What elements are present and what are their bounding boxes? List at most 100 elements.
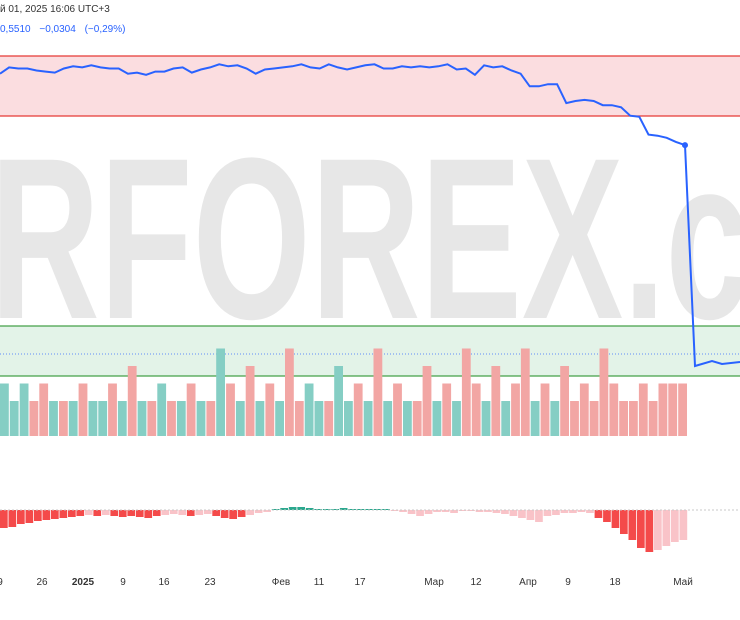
histogram-bar (118, 510, 127, 517)
histogram-bar (458, 510, 467, 511)
volume-bar (344, 401, 353, 436)
volume-bar (49, 401, 58, 436)
volume-bar (609, 383, 619, 436)
volume-bar (481, 401, 491, 436)
volume-bar (373, 348, 383, 436)
volume-bar (442, 383, 452, 436)
volume-bar (638, 383, 648, 436)
histogram-bar (620, 510, 628, 534)
x-tick-label: 9 (565, 577, 571, 588)
volume-bar (403, 401, 412, 436)
histogram-bar (135, 510, 144, 517)
histogram-bar (178, 510, 187, 515)
histogram-bar (68, 510, 76, 517)
histogram-bar (407, 510, 416, 514)
histogram-bar (220, 510, 229, 518)
volume-bar (393, 383, 402, 436)
histogram-bar (42, 510, 51, 520)
histogram-bar (152, 510, 161, 516)
histogram-bar (628, 510, 637, 540)
histogram-bar (501, 510, 509, 514)
volume-bar (432, 401, 442, 436)
x-tick-label: 18 (609, 577, 621, 588)
histogram-bar (212, 510, 220, 516)
chart-quote-header: 0,5510 −0,0304 (−0,29%) (0, 24, 131, 35)
volume-bar (560, 366, 569, 436)
x-tick-label: Мар (424, 577, 444, 588)
volume-bar (117, 401, 127, 436)
histogram-bar (237, 510, 246, 517)
price-change: −0,0304 (39, 24, 76, 35)
histogram-bar (518, 510, 526, 518)
volume-bar (137, 401, 147, 436)
price-change-pct: (−0,29%) (84, 24, 126, 35)
volume-bar (0, 383, 9, 436)
volume-bar (589, 401, 599, 436)
histogram-bar (34, 510, 42, 521)
x-tick-label: 23 (204, 577, 216, 588)
histogram-bar (399, 510, 407, 512)
volume-bar (127, 366, 137, 436)
last-price-marker (682, 142, 688, 149)
volume-bar (68, 401, 78, 436)
histogram-bar (433, 510, 441, 512)
histogram-bar (645, 510, 654, 552)
volume-bar (491, 366, 501, 436)
histogram-bar (662, 510, 671, 546)
histogram-bars (0, 507, 688, 552)
x-tick-label: 16 (158, 577, 170, 588)
lower-range-band (0, 326, 740, 376)
histogram-bar (254, 510, 263, 513)
volume-bar (226, 383, 235, 436)
histogram-bar (569, 510, 577, 513)
volume-bar (157, 383, 167, 436)
x-tick-label: Апр (519, 577, 537, 588)
volume-bar (245, 366, 255, 436)
histogram-bar (59, 510, 68, 518)
x-tick-label: 17 (354, 577, 366, 588)
histogram-bar (416, 510, 424, 516)
volume-bar (501, 401, 511, 436)
histogram-bar (390, 510, 399, 511)
volume-bar (383, 401, 393, 436)
x-tick-label: 26 (36, 577, 48, 588)
volume-bar (78, 383, 88, 436)
x-tick-label: Фев (272, 577, 290, 588)
histogram-bar (484, 510, 492, 512)
volume-bar (59, 401, 68, 436)
histogram-bar (144, 510, 153, 518)
histogram-bar (509, 510, 518, 516)
histogram-bar (127, 510, 136, 516)
volume-bar (599, 348, 609, 436)
histogram-bar (271, 509, 280, 510)
histogram-bar (229, 510, 237, 519)
histogram-bar (339, 508, 348, 510)
watermark-text: RFOREX.c (0, 110, 740, 367)
histogram-bar (314, 509, 322, 510)
x-tick-label: 9 (0, 577, 3, 588)
x-tick-label: 2025 (72, 577, 95, 588)
volume-bars (0, 348, 687, 436)
volume-bar (452, 401, 461, 436)
volume-bar (108, 383, 117, 436)
volume-bar (648, 401, 658, 436)
volume-bar (520, 348, 530, 436)
histogram-bar (51, 510, 59, 519)
histogram-bar (603, 510, 611, 522)
x-tick-label: 11 (314, 577, 325, 588)
volume-bar (39, 383, 49, 436)
volume-bar (88, 401, 98, 436)
volume-bar (678, 383, 687, 436)
volume-bar (363, 401, 373, 436)
histogram-bar (382, 509, 390, 510)
volume-bar (412, 401, 422, 436)
volume-bar (511, 383, 520, 436)
histogram-bar (535, 510, 543, 522)
histogram-bar (492, 510, 501, 513)
volume-bar (658, 383, 668, 436)
x-axis-labels: 9 26 2025 9 16 23 Фев 11 17 Мар 12 Апр 9 18 Май (0, 577, 693, 588)
volume-bar (668, 383, 678, 436)
chart-date-header: й 01, 2025 16:06 UTC+3 (0, 4, 110, 15)
price-value: 0,5510 (0, 24, 31, 35)
